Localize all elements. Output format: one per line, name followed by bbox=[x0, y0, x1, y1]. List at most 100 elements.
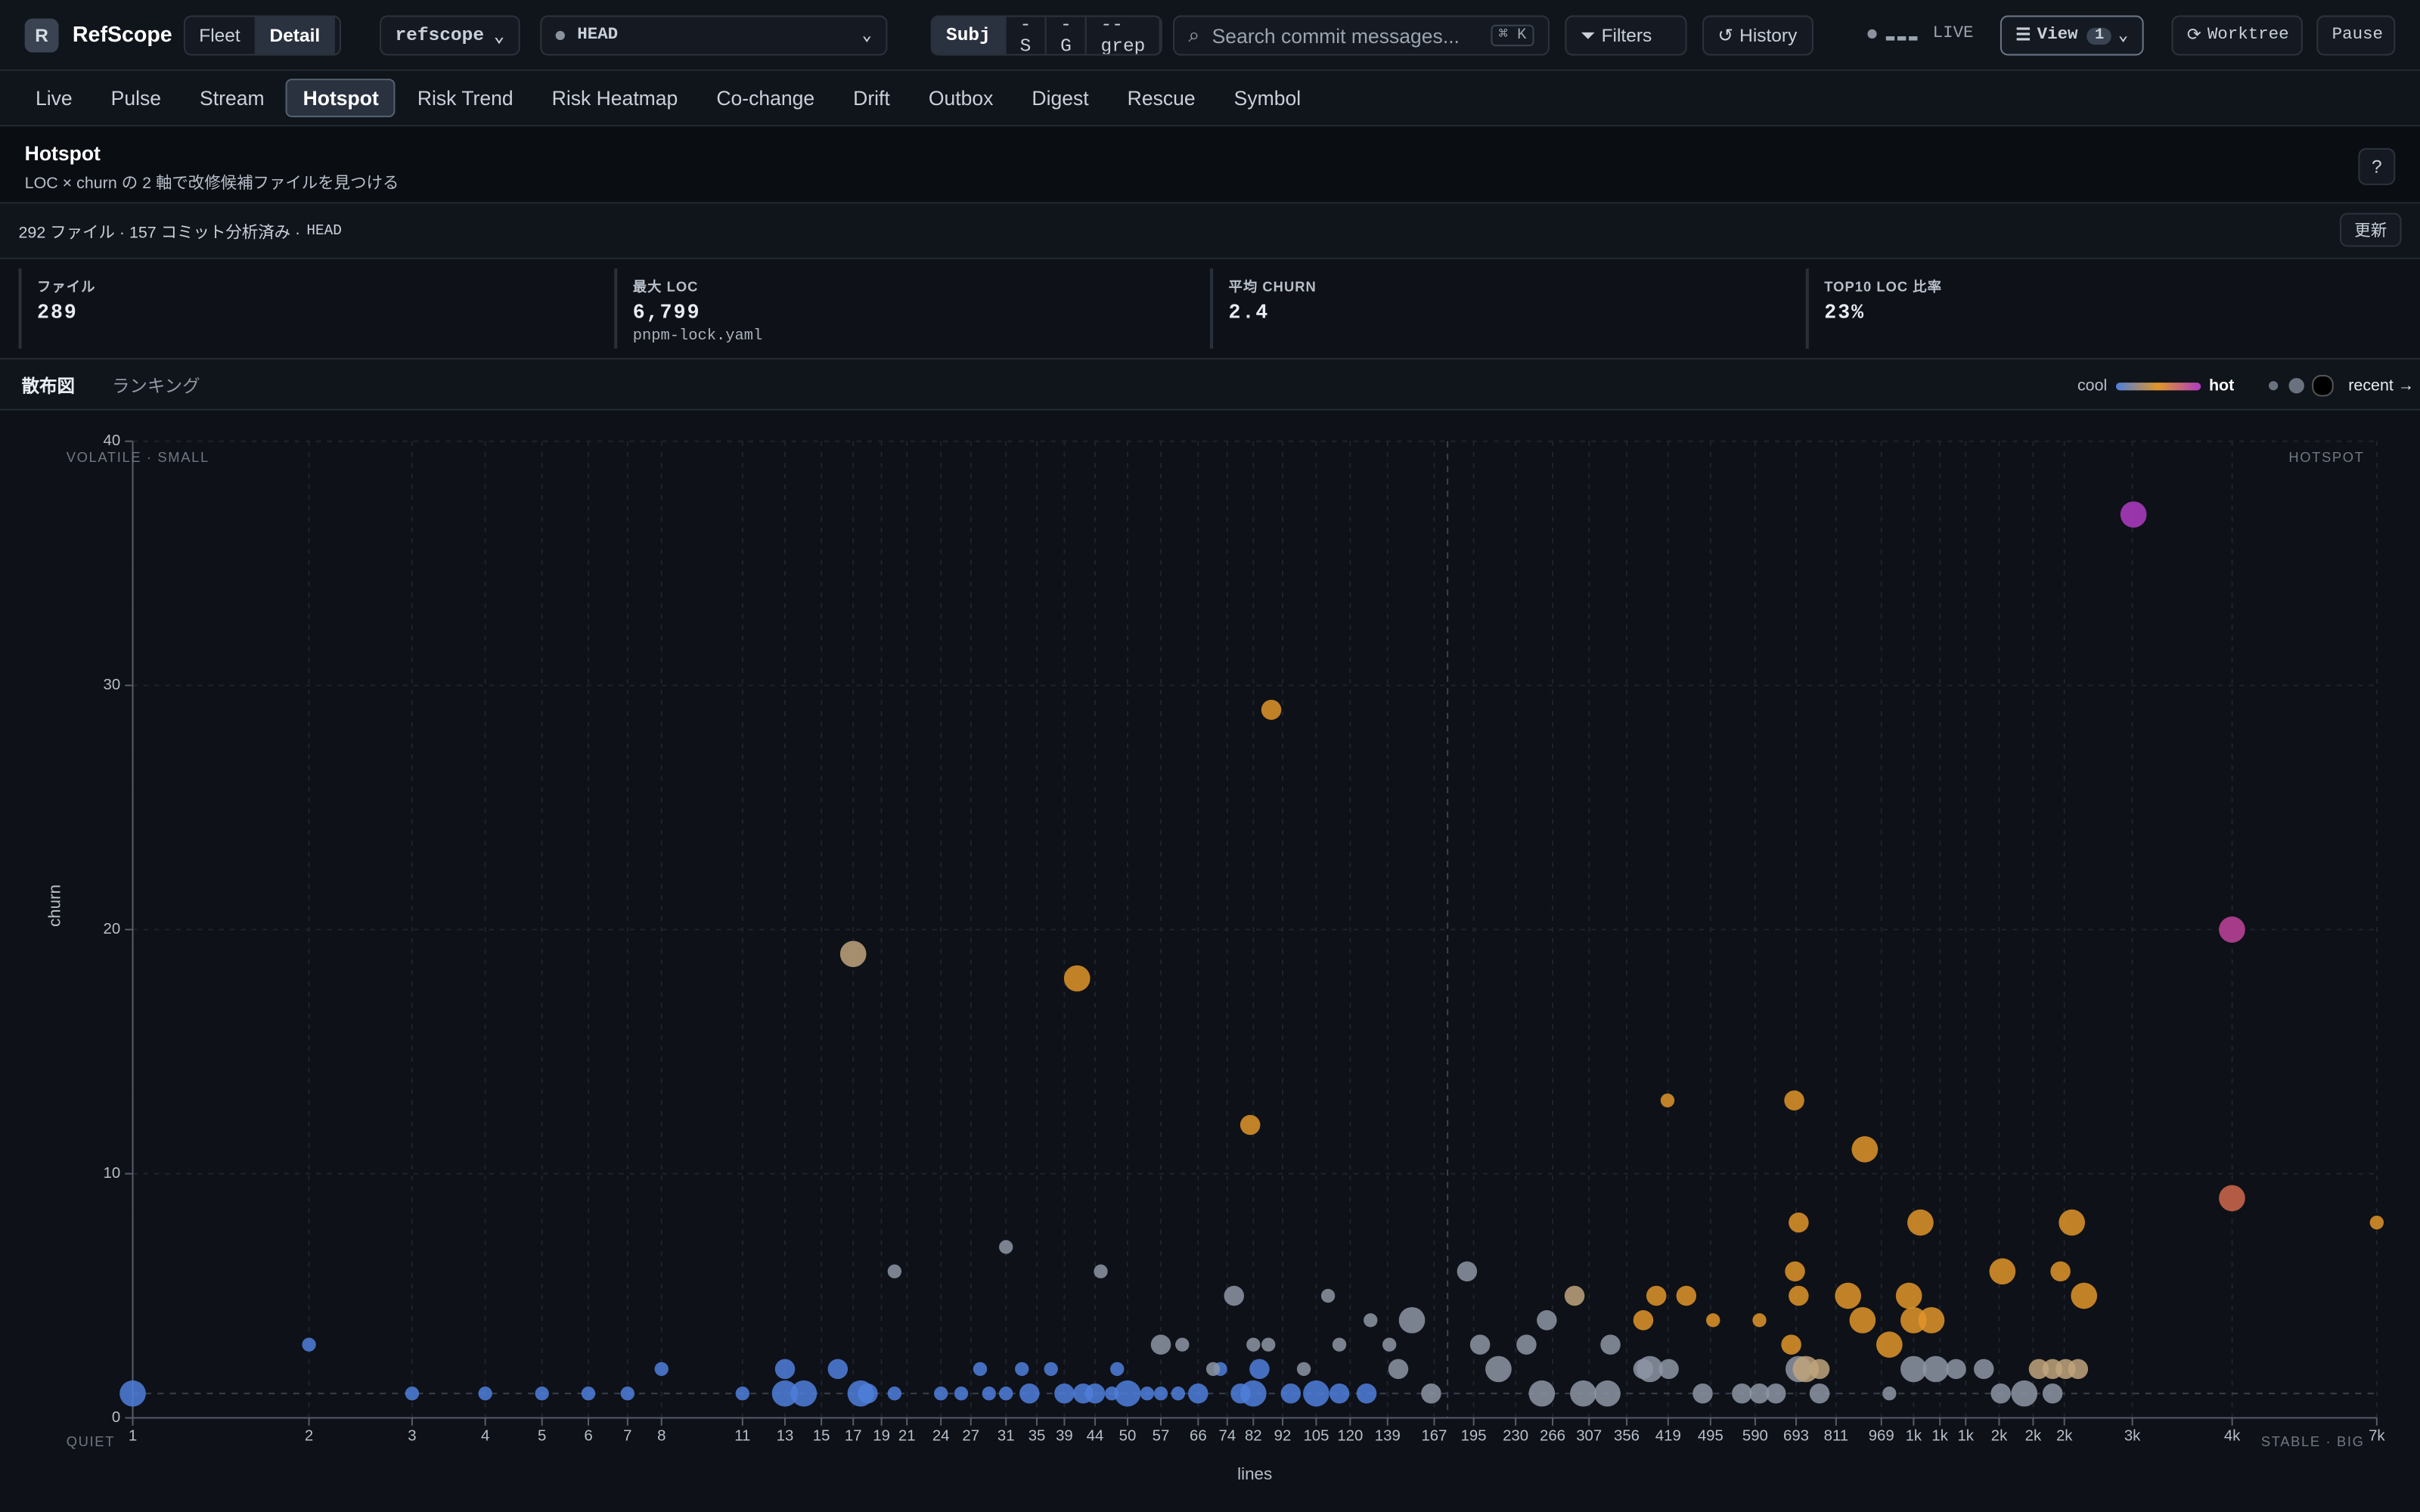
mode-option[interactable]: Detail bbox=[256, 17, 336, 54]
point bbox=[1973, 1359, 1994, 1380]
search-mode-option[interactable]: Subj bbox=[932, 17, 1007, 54]
point bbox=[1594, 1380, 1621, 1407]
point bbox=[1054, 1383, 1075, 1404]
y-tick-label: 40 bbox=[103, 432, 120, 449]
tab[interactable]: Symbol bbox=[1233, 86, 1302, 110]
point bbox=[1658, 1359, 1679, 1380]
y-tick-label: 0 bbox=[112, 1409, 120, 1426]
corner-label: QUIET bbox=[67, 1433, 115, 1449]
point bbox=[1280, 1383, 1302, 1404]
tab[interactable]: Live bbox=[35, 86, 73, 110]
point bbox=[1382, 1337, 1397, 1352]
tab[interactable]: Stream bbox=[200, 86, 265, 110]
pause-label: Pause bbox=[2332, 26, 2384, 45]
point bbox=[1835, 1282, 1862, 1309]
pause-button[interactable]: Pause bbox=[2316, 15, 2396, 56]
mode-option[interactable]: Fleet bbox=[185, 17, 256, 54]
stat-value: 23% bbox=[1824, 300, 1866, 324]
x-tick-label: 27 bbox=[962, 1427, 979, 1444]
help-button[interactable]: ? bbox=[2358, 147, 2396, 185]
point bbox=[1303, 1380, 1329, 1407]
point bbox=[2068, 1359, 2089, 1380]
point bbox=[954, 1387, 969, 1401]
point bbox=[2042, 1383, 2063, 1404]
x-tick-label: 2k bbox=[2056, 1427, 2073, 1444]
search-placeholder: Search commit messages... bbox=[1212, 23, 1460, 48]
point bbox=[1153, 1387, 1168, 1401]
point bbox=[2219, 916, 2245, 943]
search-mode: Subj -S -G --grep bbox=[930, 15, 1162, 56]
point bbox=[1398, 1306, 1426, 1334]
tab[interactable]: Digest bbox=[1032, 86, 1089, 110]
tab[interactable]: Risk Heatmap bbox=[551, 86, 678, 110]
x-tick-label: 167 bbox=[1421, 1427, 1447, 1444]
x-tick-label: 266 bbox=[1540, 1427, 1565, 1444]
chevron: ⌄ bbox=[493, 25, 505, 48]
point bbox=[1922, 1356, 1949, 1383]
point bbox=[1246, 1337, 1261, 1352]
x-tick-label: 21 bbox=[898, 1427, 916, 1444]
search-mode-option[interactable]: -G bbox=[1047, 17, 1087, 54]
tab[interactable]: Hotspot bbox=[286, 79, 396, 118]
live-indicator: ▂▂▂ LIVE bbox=[1867, 25, 1974, 43]
view-button[interactable]: ☰ View 1 ⌄ bbox=[2000, 15, 2144, 56]
tab[interactable]: Rescue bbox=[1127, 86, 1196, 110]
x-tick-label: 1 bbox=[129, 1427, 137, 1444]
point bbox=[1849, 1306, 1876, 1334]
search-mode-option[interactable]: --grep bbox=[1087, 17, 1161, 54]
search-mode-option[interactable]: -S bbox=[1006, 17, 1047, 54]
x-tick-label: 4k bbox=[2224, 1427, 2241, 1444]
ref-select[interactable]: HEAD ⌄ bbox=[540, 15, 888, 56]
x-tick-label: 3 bbox=[408, 1427, 416, 1444]
point bbox=[1150, 1334, 1171, 1355]
app-name: RefScope bbox=[72, 21, 172, 47]
history-button[interactable]: ↺ History bbox=[1702, 15, 1813, 56]
stat-card: 平均 CHURN 2.4 bbox=[1209, 268, 1317, 349]
point bbox=[1789, 1285, 1809, 1306]
x-tick-label: 3k bbox=[2124, 1427, 2141, 1444]
x-tick-label: 50 bbox=[1119, 1427, 1137, 1444]
tab[interactable]: Co-change bbox=[716, 86, 815, 110]
search-box[interactable]: ⌕ Search commit messages... ⌘ K bbox=[1173, 15, 1550, 56]
point bbox=[1882, 1387, 1897, 1401]
y-tick-label: 20 bbox=[103, 921, 120, 937]
repo-select[interactable]: refscope ⌄ bbox=[380, 15, 520, 56]
point bbox=[1564, 1285, 1585, 1306]
point bbox=[858, 1383, 878, 1404]
view-label: View bbox=[2037, 26, 2078, 45]
x-tick-label: 39 bbox=[1056, 1427, 1073, 1444]
subtab[interactable]: ランキング bbox=[111, 377, 200, 397]
stat-value: 289 bbox=[36, 300, 78, 324]
x-tick-label: 15 bbox=[813, 1427, 830, 1444]
worktree-button[interactable]: ⟳ Worktree bbox=[2171, 15, 2303, 56]
point bbox=[1249, 1359, 1270, 1380]
point bbox=[1469, 1334, 1491, 1355]
point bbox=[2011, 1380, 2038, 1407]
subtab[interactable]: 散布図 bbox=[21, 377, 75, 397]
tab[interactable]: Pulse bbox=[110, 86, 162, 110]
point bbox=[2369, 1215, 2384, 1230]
tab[interactable]: Outbox bbox=[928, 86, 994, 110]
point bbox=[1570, 1380, 1596, 1407]
live-dot bbox=[1867, 29, 1877, 39]
x-tick-label: 4 bbox=[481, 1427, 489, 1444]
stat-note: pnpm-lock.yaml bbox=[632, 328, 763, 346]
tab[interactable]: Risk Trend bbox=[417, 86, 513, 110]
legend: cool hot recent → bbox=[2077, 374, 2414, 397]
point bbox=[2071, 1282, 2098, 1309]
x-tick-label: 7 bbox=[623, 1427, 631, 1444]
x-tick-label: 120 bbox=[1337, 1427, 1363, 1444]
point bbox=[1660, 1093, 1675, 1108]
point bbox=[2120, 501, 2147, 528]
point bbox=[2028, 1359, 2049, 1380]
point bbox=[1388, 1359, 1409, 1380]
refresh-button[interactable]: 更新 bbox=[2339, 212, 2402, 247]
point bbox=[1900, 1356, 1927, 1383]
point bbox=[774, 1359, 796, 1380]
tab[interactable]: Drift bbox=[853, 86, 890, 110]
filters-button[interactable]: ⏷ Filters bbox=[1565, 15, 1687, 56]
legend-gradient bbox=[2116, 382, 2201, 390]
